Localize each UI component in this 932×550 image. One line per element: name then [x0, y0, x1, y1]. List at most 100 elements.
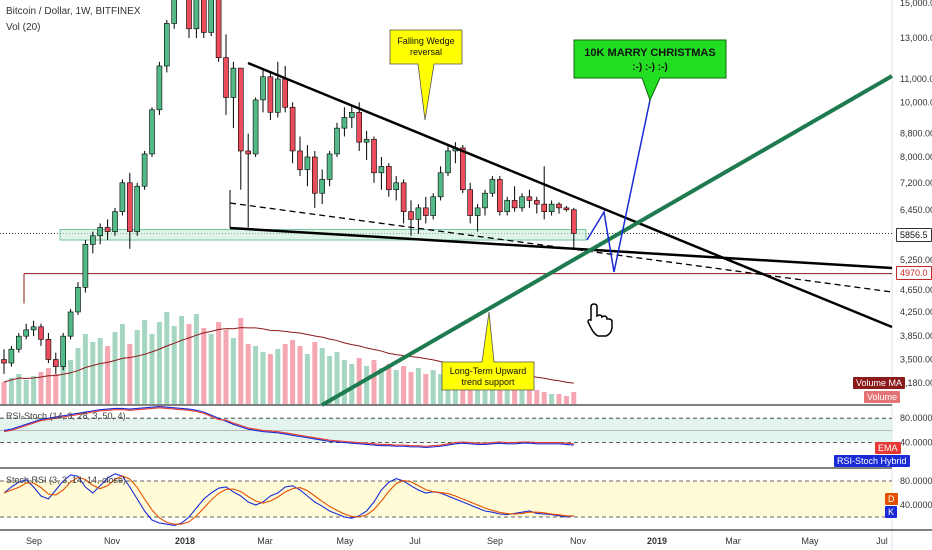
candle-body [289, 106, 296, 152]
candle [496, 176, 503, 216]
candle [570, 207, 577, 249]
volume-bar [482, 380, 488, 404]
candle-body [393, 182, 400, 191]
volume-bar [216, 322, 222, 404]
candle-body [504, 200, 511, 212]
volume-bar [430, 370, 436, 404]
candle-body [104, 227, 111, 232]
volume-bar [319, 348, 325, 404]
candle [67, 309, 74, 340]
volume-bar [334, 352, 340, 404]
candle [467, 182, 474, 224]
candle-body [60, 335, 67, 367]
volume-bar [571, 392, 577, 404]
candle-body [304, 156, 311, 170]
volume-bar [142, 320, 148, 404]
candle [326, 150, 333, 187]
time-tick-label: May [336, 536, 354, 546]
rsi-stoch-label: RSI-Stoch (14, 3, 28, 3, 50, 4) [6, 411, 126, 421]
time-tick-label: 2018 [175, 536, 195, 546]
candle [556, 202, 562, 214]
candle [459, 145, 466, 194]
time-tick-label: Jul [876, 536, 888, 546]
volume-bar [68, 360, 74, 404]
volume-bar [97, 338, 103, 404]
christmas-callout: 10K MARRY CHRISTMAS :-) :-) :-) [573, 39, 727, 102]
volume-bar [253, 346, 259, 404]
price-tick-label: 4,250.000 [900, 307, 932, 317]
volume-bar [31, 376, 37, 404]
candle-body [223, 57, 229, 98]
candle [30, 320, 37, 337]
candle [334, 122, 340, 157]
volume-bar [149, 334, 155, 404]
volume-bar [23, 380, 29, 404]
candle [260, 68, 266, 113]
candle [385, 163, 392, 197]
candle [489, 176, 496, 197]
candle-body [445, 150, 451, 174]
candle [82, 240, 89, 293]
candle [363, 130, 370, 161]
candle-body [252, 99, 259, 155]
candle-body [260, 76, 266, 101]
wedge-label-1: Falling Wedge [397, 36, 454, 46]
candle [127, 172, 133, 249]
volume-bars [1, 312, 577, 404]
candle-body [311, 156, 318, 194]
chart-title: Bitcoin / Dollar, 1W, BITFINEX [6, 6, 141, 17]
candle-body [519, 196, 525, 209]
candle [45, 333, 52, 364]
candle-body [238, 67, 244, 152]
trend-support-callout: Long-Term Upward trend support [441, 311, 535, 391]
candle-body [149, 109, 155, 155]
time-tick-label: Nov [104, 536, 121, 546]
volume-bar [75, 348, 81, 404]
time-tick-label: Sep [487, 536, 503, 546]
time-tick-label: Jul [409, 536, 421, 546]
price-tick-label: 8,000.000 [900, 152, 932, 162]
candle [563, 205, 570, 212]
k-tag: K [885, 506, 898, 518]
volume-bar [541, 392, 547, 404]
candle-body [496, 179, 503, 212]
candle [134, 182, 140, 236]
stoch-d-line [3, 475, 574, 525]
candle-body [467, 189, 474, 216]
time-tick-label: 2019 [647, 536, 667, 546]
volume-bar [238, 318, 244, 404]
candle-body [319, 179, 326, 194]
volume-bar [90, 342, 96, 404]
candle-body [526, 196, 533, 201]
candle-body [341, 117, 348, 129]
volume-bar [60, 364, 66, 404]
candle [171, 0, 177, 29]
volume-bar [556, 394, 562, 404]
candle [156, 61, 163, 115]
candle-body [15, 335, 22, 350]
price-tick-label: 15,000.000 [900, 0, 932, 8]
volume-bar [267, 354, 273, 404]
price-tick-label: 6,450.000 [900, 205, 932, 215]
candle-body [363, 138, 370, 143]
candle [193, 0, 200, 39]
volume-bar [312, 342, 318, 404]
candle [311, 150, 318, 208]
volume-bar [53, 374, 59, 404]
time-tick-label: Nov [570, 536, 587, 546]
candle [482, 189, 488, 216]
rsi-stoch-line [3, 406, 574, 449]
candle [445, 145, 451, 177]
candle-body [52, 359, 59, 367]
volume-bar [415, 368, 421, 404]
candle [267, 72, 274, 121]
candle-body [459, 147, 466, 191]
candle-body [208, 0, 214, 33]
candle [474, 204, 481, 232]
volume-bar [171, 326, 177, 404]
candle [75, 282, 81, 315]
volume-bar [290, 340, 296, 404]
candle [186, 0, 192, 39]
